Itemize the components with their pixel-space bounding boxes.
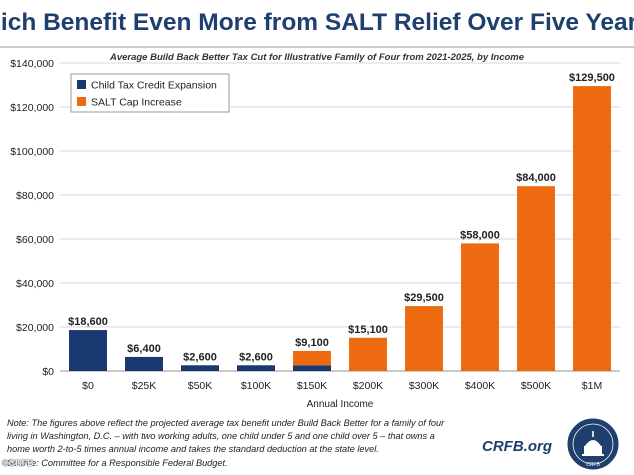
bar-total-label: $18,600 xyxy=(68,316,108,328)
title-divider xyxy=(0,46,634,48)
x-tick-label: $50K xyxy=(188,380,213,392)
footnote-line-2: living in Washington, D.C. – with two wo… xyxy=(7,431,435,442)
bar-salt-cap xyxy=(349,337,387,371)
legend-swatch xyxy=(77,97,86,106)
x-tick-label: $300K xyxy=(409,380,439,392)
bar-salt-cap xyxy=(461,243,499,371)
bar-child-tax-credit xyxy=(69,330,107,371)
bar-total-label: $2,600 xyxy=(183,351,217,363)
corner-credit: ©CRFB xyxy=(2,458,34,468)
y-tick-label: $140,000 xyxy=(10,58,54,70)
y-tick-label: $80,000 xyxy=(16,190,54,202)
bar-total-label: $6,400 xyxy=(127,343,161,355)
bar-child-tax-credit xyxy=(293,365,331,371)
x-tick-label: $25K xyxy=(132,380,157,392)
footnote-line-3: home worth 2-to-5 times annual income an… xyxy=(7,444,379,455)
y-tick-label: $120,000 xyxy=(10,102,54,114)
x-tick-label: $400K xyxy=(465,380,495,392)
x-tick-label: $100K xyxy=(241,380,271,392)
chart-subtitle: Average Build Back Better Tax Cut for Il… xyxy=(109,52,525,63)
x-tick-label: $150K xyxy=(297,380,327,392)
y-tick-label: $100,000 xyxy=(10,146,54,158)
x-tick-label: $0 xyxy=(82,380,94,392)
svg-text:CRFB: CRFB xyxy=(586,462,600,468)
bar-total-label: $9,100 xyxy=(295,337,329,349)
website-link[interactable]: CRFB.org xyxy=(482,438,552,455)
bar-child-tax-credit xyxy=(125,356,163,371)
legend-label: SALT Cap Increase xyxy=(91,97,182,109)
bar-total-label: $129,500 xyxy=(569,72,615,84)
bar-chart: $0 $20,000 $40,000 $60,000 $80,000 $100,000 $1… xyxy=(10,58,620,410)
crfb-seal-logo: CRFB xyxy=(566,417,620,471)
bar-total-label: $58,000 xyxy=(460,229,500,241)
footnote-line-1: Note: The figures above reflect the proj… xyxy=(7,418,445,428)
bar-child-tax-credit xyxy=(181,365,219,371)
footnote: Note: The figures above reflect the proj… xyxy=(7,417,477,470)
footnote-line-4: Source: Committee for a Responsible Fede… xyxy=(7,457,228,468)
bar-salt-cap xyxy=(293,350,331,366)
legend-label: Child Tax Credit Expansion xyxy=(91,80,217,92)
bar-total-label: $2,600 xyxy=(239,351,273,363)
bar-salt-cap xyxy=(573,86,611,371)
bar-child-tax-credit xyxy=(237,365,275,371)
y-tick-label: $20,000 xyxy=(16,322,54,334)
bar-total-label: $84,000 xyxy=(516,172,556,184)
x-tick-label: $500K xyxy=(521,380,551,392)
bar-salt-cap xyxy=(405,306,443,371)
y-tick-label: $0 xyxy=(42,366,54,378)
x-tick-label: $200K xyxy=(353,380,383,392)
bar-total-label: $15,100 xyxy=(348,324,388,336)
y-tick-label: $40,000 xyxy=(16,278,54,290)
legend-swatch xyxy=(77,80,86,89)
x-tick-label: $1M xyxy=(582,380,602,392)
bar-total-label: $29,500 xyxy=(404,292,444,304)
bar-salt-cap xyxy=(517,186,555,371)
chart-title: Rich Benefit Even More from SALT Relief … xyxy=(0,9,634,36)
x-axis-title: Annual Income xyxy=(307,399,374,410)
y-tick-label: $60,000 xyxy=(16,234,54,246)
legend-box xyxy=(70,73,230,113)
